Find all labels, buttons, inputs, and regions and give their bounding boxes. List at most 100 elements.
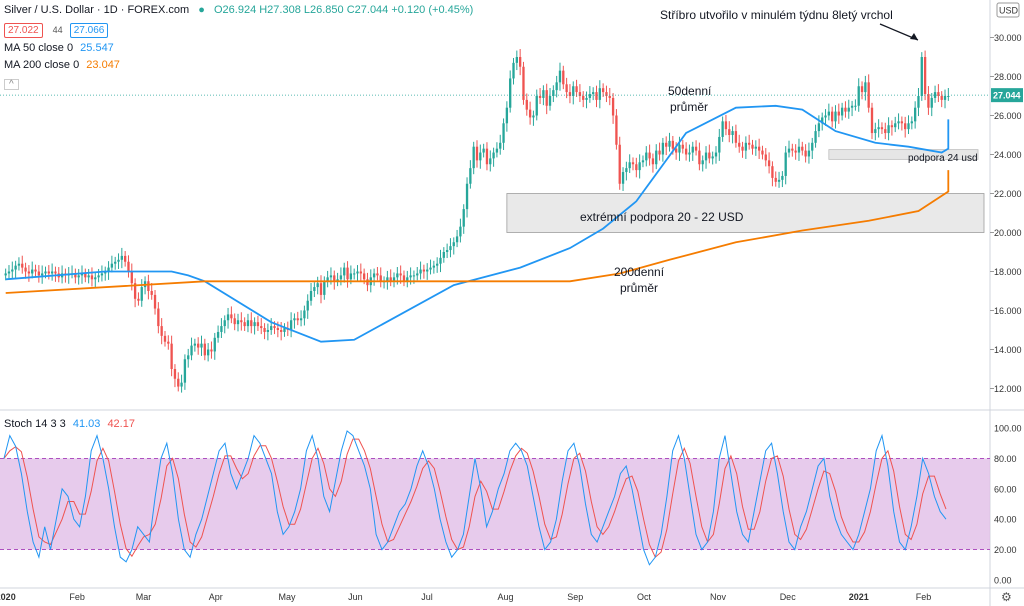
time-axis-label: Aug [498, 592, 514, 602]
candle-up [585, 97, 588, 100]
collapse-legend-button[interactable]: ^ [4, 79, 19, 90]
candle-down [635, 164, 638, 171]
candle-down [751, 144, 754, 149]
candle-down [575, 86, 578, 93]
last-price-label: 27.044 [993, 91, 1021, 101]
candle-up [472, 146, 475, 169]
candle-up [495, 148, 499, 153]
candle-up [419, 269, 422, 274]
candle-up [558, 70, 562, 83]
annotation-arrowhead [910, 33, 918, 40]
candle-down [615, 115, 618, 145]
candle-up [897, 121, 900, 124]
candle-down [741, 146, 744, 151]
candle-up [645, 152, 648, 161]
candle-up [323, 281, 326, 295]
candle-down [582, 96, 585, 100]
buy-price-button[interactable]: 27.066 [69, 23, 109, 38]
candle-down [538, 96, 542, 98]
candle-down [27, 271, 31, 274]
candle-down [618, 144, 621, 184]
time-axis-label: Oct [637, 592, 652, 602]
candle-down [359, 271, 362, 274]
candle-up [432, 265, 436, 268]
candle-up [827, 111, 831, 116]
ma200-label: MA 200 close 0 [4, 59, 80, 71]
candle-down [738, 142, 741, 147]
candle-down [658, 150, 661, 155]
candle-down [240, 320, 243, 323]
candle-up [668, 140, 671, 147]
candle-down [54, 271, 57, 274]
candle-down [250, 320, 253, 327]
candle-up [283, 328, 286, 332]
candle-up [349, 273, 353, 280]
candle-up [87, 275, 90, 278]
candle-up [714, 152, 718, 157]
candle-down [376, 273, 379, 276]
candle-up [592, 92, 595, 95]
candle-up [930, 97, 933, 108]
symbol-legend: Silver / U.S. Dollar · 1D · FOREX.com ● … [4, 4, 473, 16]
candle-down [684, 148, 688, 155]
sell-price-button[interactable]: 27.022 [4, 23, 43, 38]
candle-down [167, 341, 170, 344]
candle-down [518, 57, 522, 67]
time-axis-label: Apr [209, 592, 223, 602]
candle-up [854, 105, 857, 107]
candle-up [462, 209, 465, 227]
candle-up [306, 300, 309, 311]
candle-down [319, 283, 323, 295]
stoch-k-line [3, 430, 947, 566]
candle-up [429, 267, 432, 270]
candle-up [548, 96, 552, 106]
candle-down [379, 275, 382, 282]
candle-up [206, 349, 210, 356]
candle-up [641, 160, 645, 163]
candle-down [884, 129, 887, 134]
candle-up [455, 236, 459, 243]
price-axis-label: 30.000 [994, 33, 1022, 43]
candle-down [923, 57, 927, 95]
candle-down [611, 97, 615, 116]
candle-up [449, 246, 452, 251]
annotation-support-20-22: extrémní podpora 20 - 22 USD [580, 210, 744, 224]
candle-up [661, 142, 665, 155]
candle-up [824, 115, 827, 118]
candle-down [37, 271, 41, 276]
candle-down [173, 369, 177, 379]
stoch-legend: Stoch 14 3 3 41.03 42.17 [4, 418, 135, 430]
candle-up [509, 78, 512, 108]
candle-up [94, 277, 97, 280]
candle-down [734, 131, 738, 143]
candle-down [671, 140, 675, 149]
candle-down [296, 318, 299, 321]
candle-up [439, 257, 442, 264]
candle-up [44, 271, 47, 274]
ma200-value: 23.047 [86, 59, 120, 71]
candle-down [528, 109, 532, 118]
candle-down [870, 107, 874, 134]
candle-up [100, 273, 104, 276]
candle-up [482, 148, 485, 153]
stoch-axis-label: 0.00 [994, 576, 1012, 586]
candle-up [542, 90, 545, 98]
candle-up [183, 359, 187, 383]
time-axis-label: Nov [710, 592, 727, 602]
candle-down [757, 146, 761, 151]
candle-up [704, 152, 708, 161]
candle-down [123, 255, 127, 262]
candle-down [230, 314, 233, 319]
ma200-line [5, 170, 950, 294]
candle-up [499, 142, 502, 149]
candle-up [316, 283, 319, 288]
ma50-label: MA 50 close 0 [4, 42, 74, 54]
candle-up [353, 273, 356, 275]
candle-up [7, 271, 11, 274]
ma200-legend: MA 200 close 0 23.047 [4, 59, 120, 71]
candle-up [552, 90, 555, 96]
settings-gear-icon[interactable]: ⚙ [1001, 590, 1012, 604]
candle-up [412, 275, 416, 277]
candle-up [877, 127, 880, 130]
